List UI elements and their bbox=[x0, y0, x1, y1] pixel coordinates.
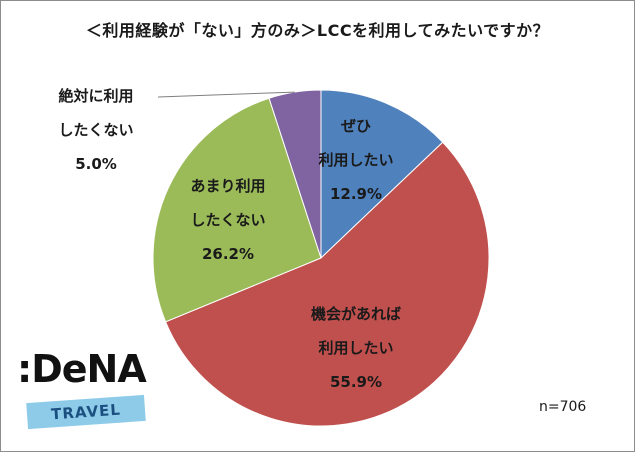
slice-category-label: ぜひ bbox=[341, 117, 371, 135]
slice-category-label: 機会があれば bbox=[311, 305, 401, 323]
leader-line bbox=[157, 91, 295, 98]
pie-slice bbox=[320, 89, 444, 260]
slice-value-label: 12.9% bbox=[330, 185, 382, 203]
slice-category-label: あまり利用 bbox=[190, 177, 265, 195]
slice-value-label: 26.2% bbox=[202, 245, 254, 263]
pie-slice bbox=[268, 89, 322, 259]
pie-slice bbox=[164, 141, 490, 427]
logo-wordmark-text: DeNA bbox=[31, 347, 147, 391]
logo-wordmark: :DeNA bbox=[17, 347, 147, 391]
slice-value-label: 5.0% bbox=[75, 155, 117, 173]
pie-slices bbox=[152, 89, 490, 427]
slice-category-label: したくない bbox=[190, 211, 265, 229]
slice-category-label: 利用したい bbox=[318, 151, 393, 169]
pie-labels: ぜひ利用したい12.9%機会があれば利用したい55.9%あまり利用したくない26… bbox=[58, 87, 401, 391]
slice-category-label: 利用したい bbox=[318, 339, 393, 357]
dena-travel-logo: :DeNA TRAVEL bbox=[15, 347, 155, 437]
slice-category-label: したくない bbox=[58, 121, 133, 139]
chart-title: ＜利用経験が「ない」方のみ＞LCCを利用してみたいですか？ bbox=[85, 21, 550, 40]
sample-size-label: n=706 bbox=[539, 399, 587, 415]
pie-slice bbox=[152, 97, 322, 323]
slice-value-label: 55.9% bbox=[330, 373, 382, 391]
logo-travel-banner: TRAVEL bbox=[26, 394, 146, 430]
slice-category-label: 絶対に利用 bbox=[58, 87, 133, 105]
